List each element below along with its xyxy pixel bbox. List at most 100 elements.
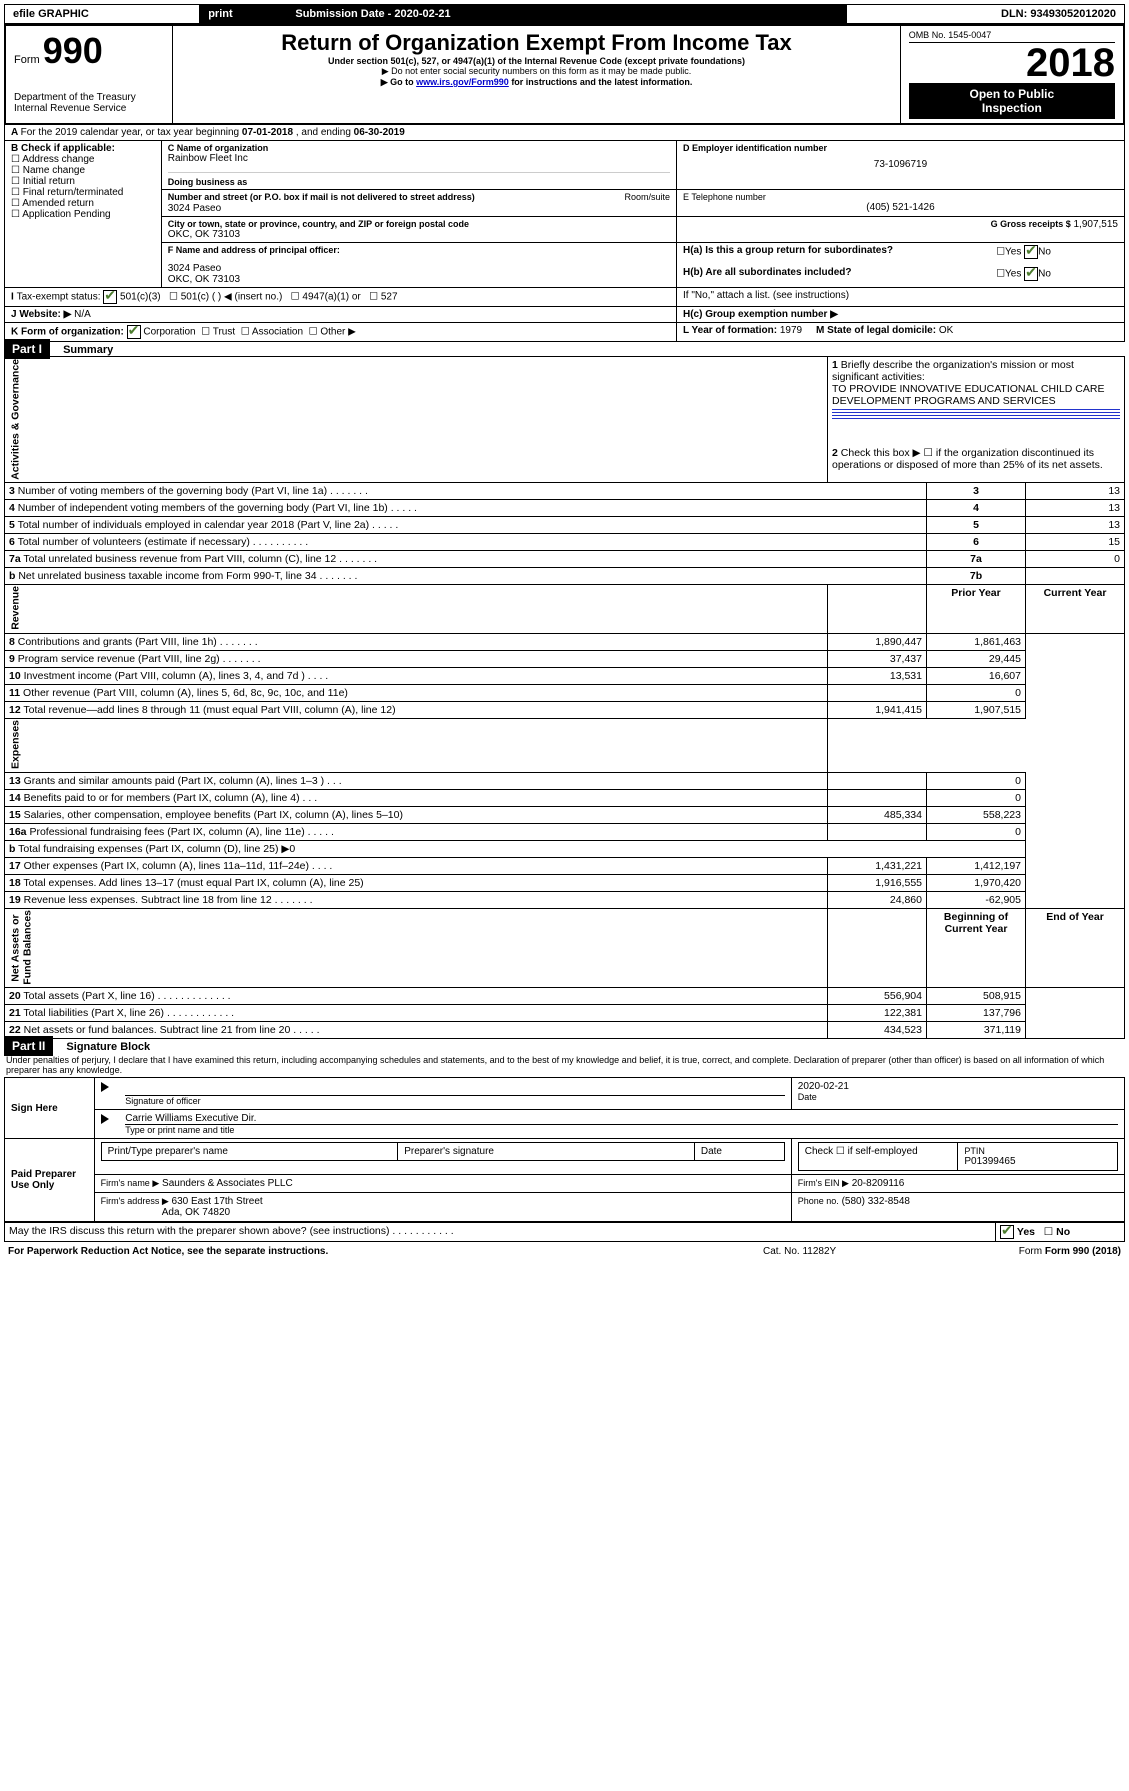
box-c-name-label: C Name of organization <box>168 143 670 153</box>
revenue-label: Revenue <box>5 584 828 633</box>
table-row: 16a Professional fundraising fees (Part … <box>5 823 1125 840</box>
arrow-icon <box>101 1082 109 1092</box>
form-note1: ▶ Do not enter social security numbers o… <box>181 66 891 77</box>
prior-year-empty <box>828 584 927 633</box>
501c3-check <box>103 290 117 304</box>
firm-name: Saunders & Associates PLLC <box>162 1178 293 1189</box>
firm-addr: 630 East 17th Street <box>172 1196 263 1207</box>
cat-number: Cat. No. 11282Y <box>712 1244 887 1259</box>
table-row: 10 Investment income (Part VIII, column … <box>5 667 1125 684</box>
addr-label: Number and street (or P.O. box if mail i… <box>168 192 475 202</box>
tax-exempt-label: Tax-exempt status: <box>17 292 101 303</box>
self-employed: Check ☐ if self-employed <box>798 1143 958 1171</box>
gross-receipts-value: 1,907,515 <box>1074 219 1119 230</box>
mission-answer: TO PROVIDE INNOVATIVE EDUCATIONAL CHILD … <box>832 383 1104 407</box>
declaration-text: Under penalties of perjury, I declare th… <box>4 1053 1125 1077</box>
begin-year-header: Beginning of Current Year <box>927 908 1026 988</box>
signature-block: Sign Here Signature of officer 2020-02-2… <box>4 1077 1125 1222</box>
sig-date: 2020-02-21 <box>798 1081 1118 1092</box>
arrow-icon <box>101 1114 109 1124</box>
line-a: A For the 2019 calendar year, or tax yea… <box>4 125 1125 288</box>
box-f-label: F Name and address of principal officer: <box>168 245 670 255</box>
form-org-label: K Form of organization: <box>11 327 124 338</box>
top-bar: efile GRAPHIC print Submission Date - 20… <box>4 4 1125 24</box>
firm-name-label: Firm's name ▶ <box>101 1178 160 1188</box>
street-address: 3024 Paseo <box>168 203 670 214</box>
q2-text: Check this box ▶ ☐ if the organization d… <box>832 447 1103 471</box>
org-name: Rainbow Fleet Inc <box>168 153 670 164</box>
domicile: OK <box>939 325 953 336</box>
box-b-item: ☐ Address change <box>11 154 155 165</box>
h-b: H(b) Are all subordinates included? <box>676 265 990 288</box>
form-footer: Form Form 990 (2018) <box>887 1244 1125 1259</box>
form-prefix: Form <box>14 54 40 66</box>
ein-value: 73-1096719 <box>683 159 1118 170</box>
table-row: 18 Total expenses. Add lines 13–17 (must… <box>5 874 1125 891</box>
ein-label: D Employer identification number <box>683 143 1118 153</box>
box-b-item: ☐ Amended return <box>11 198 155 209</box>
irs-link[interactable]: www.irs.gov/Form990 <box>416 77 509 87</box>
h-a: H(a) Is this a group return for subordin… <box>676 243 990 266</box>
tax-year: 2018 <box>909 43 1115 83</box>
website-label: Website: ▶ <box>19 309 71 320</box>
phone-value: (405) 521-1426 <box>683 202 1118 213</box>
sig-officer-label: Signature of officer <box>125 1096 785 1106</box>
table-row: 14 Benefits paid to or for members (Part… <box>5 789 1125 806</box>
form-number: 990 <box>43 30 103 71</box>
table-row: 12 Total revenue—add lines 8 through 11 … <box>5 701 1125 718</box>
gross-receipts-label: G Gross receipts $ <box>991 219 1071 229</box>
sign-here: Sign Here <box>5 1078 95 1139</box>
table-row: 8 Contributions and grants (Part VIII, l… <box>5 633 1125 650</box>
table-row: 5 Total number of individuals employed i… <box>5 516 1125 533</box>
discuss-yes-check <box>1000 1225 1014 1239</box>
corp-check <box>127 325 141 339</box>
table-row: 19 Revenue less expenses. Subtract line … <box>5 891 1125 908</box>
prep-date-col: Date <box>694 1143 784 1161</box>
table-row: 7a Total unrelated business revenue from… <box>5 550 1125 567</box>
table-row: 6 Total number of volunteers (estimate i… <box>5 533 1125 550</box>
form-subtitle: Under section 501(c), 527, or 4947(a)(1)… <box>181 56 891 66</box>
box-b-item: ☐ Initial return <box>11 176 155 187</box>
year-formation-label: L Year of formation: <box>683 325 777 336</box>
dba-label: Doing business as <box>168 172 670 187</box>
form-header: Form 990 Department of the Treasury Inte… <box>4 24 1125 125</box>
prep-sig-label: Preparer's signature <box>398 1143 695 1161</box>
table-row: 11 Other revenue (Part VIII, column (A),… <box>5 684 1125 701</box>
print-button[interactable]: print <box>200 5 287 24</box>
city-label: City or town, state or province, country… <box>168 219 670 229</box>
name-label: Type or print name and title <box>125 1125 1118 1135</box>
dln-label: DLN: 93493052012020 <box>847 5 1125 24</box>
table-row: b Total fundraising expenses (Part IX, c… <box>5 840 1125 857</box>
table-row: 17 Other expenses (Part IX, column (A), … <box>5 857 1125 874</box>
box-b-item: ☐ Application Pending <box>11 209 155 220</box>
dept-label: Department of the Treasury Internal Reve… <box>14 92 164 114</box>
city-value: OKC, OK 73103 <box>168 229 670 240</box>
table-row: 20 Total assets (Part X, line 16) . . . … <box>5 988 1125 1005</box>
room-label: Room/suite <box>624 192 670 202</box>
part1-table: Activities & Governance 1 Briefly descri… <box>4 356 1125 1039</box>
part2-header: Part II Signature Block <box>4 1039 1125 1053</box>
table-row: 9 Program service revenue (Part VIII, li… <box>5 650 1125 667</box>
pra-notice: For Paperwork Reduction Act Notice, see … <box>4 1244 712 1259</box>
ptin-value: P01399465 <box>964 1156 1111 1167</box>
officer-name: Carrie Williams Executive Dir. <box>125 1113 1118 1125</box>
open-inspection: Open to Public Inspection <box>909 83 1115 119</box>
prep-name-label: Print/Type preparer's name <box>101 1143 398 1161</box>
box-b-item: ☐ Final return/terminated <box>11 187 155 198</box>
firm-addr-label: Firm's address ▶ <box>101 1196 169 1206</box>
table-row: 21 Total liabilities (Part X, line 26) .… <box>5 1005 1125 1022</box>
mission-label: Briefly describe the organization's miss… <box>832 359 1074 383</box>
box-b-item: ☐ Name change <box>11 165 155 176</box>
h-c: H(c) Group exemption number ▶ <box>677 307 1125 323</box>
table-row: 13 Grants and similar amounts paid (Part… <box>5 772 1125 789</box>
netassets-label: Net Assets or Fund Balances <box>5 908 828 988</box>
submission-date: Submission Date - 2020-02-21 <box>287 5 847 24</box>
firm-phone: (580) 332-8548 <box>842 1196 910 1207</box>
table-row: 15 Salaries, other compensation, employe… <box>5 806 1125 823</box>
form-note2: ▶ Go to www.irs.gov/Form990 for instruct… <box>181 77 891 88</box>
expenses-label: Expenses <box>5 718 828 772</box>
ha-no-check <box>1024 245 1038 259</box>
efile-label: efile GRAPHIC <box>5 5 200 24</box>
discuss-question: May the IRS discuss this return with the… <box>5 1223 996 1242</box>
part1-header: Part I Summary <box>4 342 1125 356</box>
